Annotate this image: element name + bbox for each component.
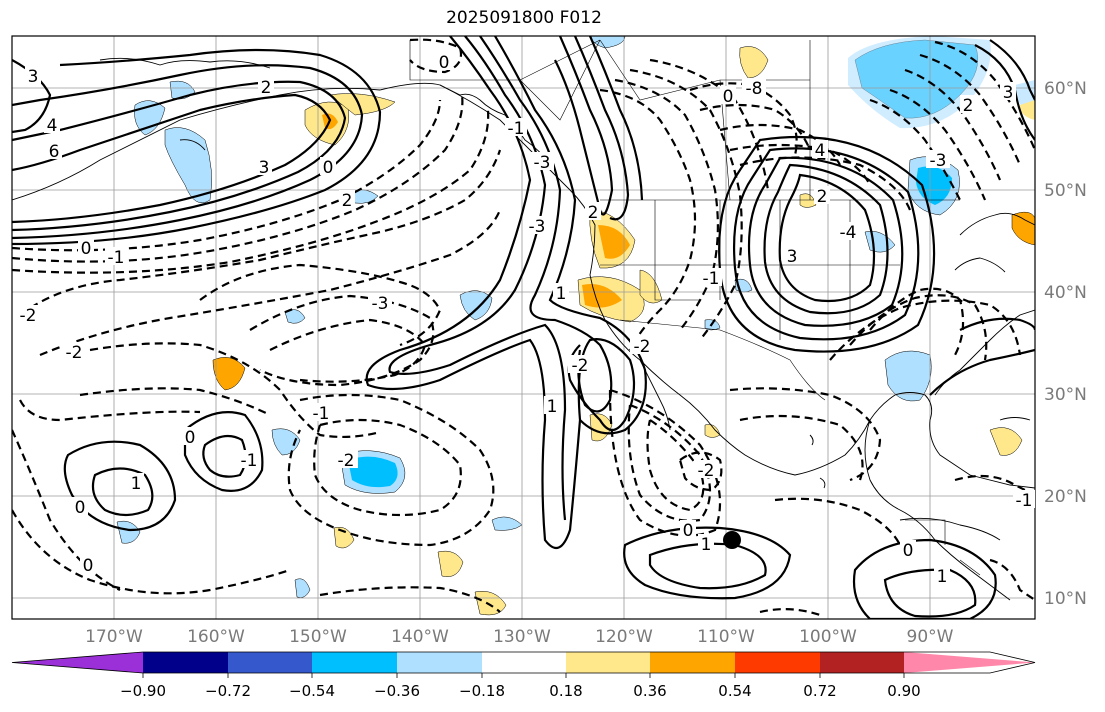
colorbar-tick-label: 0.90 — [887, 682, 920, 700]
colorbar-tick-label: 0.36 — [633, 682, 666, 700]
contour-label: 0 — [323, 158, 334, 178]
colorbar-segment — [143, 652, 228, 673]
lat-label: 30°N — [1044, 385, 1087, 405]
contour-label: 0 — [723, 87, 734, 107]
contour-label: -3 — [372, 294, 389, 314]
contour-label: 2 — [817, 187, 828, 207]
contour-label: 1 — [131, 474, 142, 494]
contour-label: 1 — [556, 284, 567, 304]
colorbar — [11, 651, 1036, 674]
lon-label: 160°W — [187, 627, 245, 647]
contour-label: 0 — [83, 556, 94, 576]
contour-label: 3 — [28, 67, 39, 87]
colorbar-segment — [482, 652, 566, 673]
colorbar-segment — [397, 652, 482, 673]
lat-label: 40°N — [1044, 283, 1087, 303]
colorbar-segment — [820, 652, 904, 673]
contour-label: 3 — [259, 158, 270, 178]
lon-label: 100°W — [799, 627, 857, 647]
colorbar-segment — [650, 652, 735, 673]
lon-label: 110°W — [697, 627, 755, 647]
lat-label: 10°N — [1044, 589, 1087, 609]
colorbar-tick-label: −0.36 — [374, 682, 420, 700]
contour-label: -1 — [108, 248, 125, 268]
contour-label: 2 — [261, 78, 272, 98]
lon-label: 170°W — [85, 627, 143, 647]
lon-label: 130°W — [493, 627, 551, 647]
coastlines — [12, 57, 1035, 601]
contour-label: 0 — [75, 498, 86, 518]
contour-label: 2 — [342, 191, 353, 211]
contour-label: 0 — [439, 53, 450, 73]
colorbar-tick-label: −0.18 — [459, 682, 505, 700]
contour-label: 0 — [185, 428, 196, 448]
contour-labels: 0 2 3 4 6 2 3 0 -1 -2 -3 0 -2 -3 -2 -1 0… — [17, 52, 1035, 587]
lon-label: 90°W — [907, 627, 954, 647]
colorbar-segment — [904, 652, 1035, 673]
contour-label: -2 — [20, 306, 37, 326]
contour-label: -2 — [66, 343, 83, 363]
contour-label: 0 — [81, 239, 92, 259]
lon-label: 120°W — [595, 627, 653, 647]
contour-label: -8 — [746, 79, 763, 99]
lon-label: 150°W — [289, 627, 347, 647]
map-frame — [11, 35, 1036, 620]
colorbar-segment — [312, 652, 397, 673]
contour-label: -2 — [634, 337, 651, 357]
contour-label: 0 — [903, 541, 914, 561]
longitude-labels: 170°W 160°W 150°W 140°W 130°W 120°W 110°… — [85, 627, 954, 647]
contour-label: -1 — [508, 119, 525, 139]
contour-label: 3 — [1003, 83, 1014, 103]
lat-label: 20°N — [1044, 487, 1087, 507]
contour-label: 4 — [47, 116, 58, 136]
lat-label: 50°N — [1044, 181, 1087, 201]
colorbar-tick-label: −0.90 — [120, 682, 166, 700]
colorbar-tick-label: −0.54 — [289, 682, 335, 700]
lon-label: 140°W — [391, 627, 449, 647]
contour-label: 1 — [701, 535, 712, 555]
lat-label: 60°N — [1044, 79, 1087, 99]
contour-label: 2 — [588, 203, 599, 223]
contour-label: -2 — [698, 461, 715, 481]
map-title: 2025091800 F012 — [446, 8, 602, 28]
contour-label: -3 — [529, 217, 546, 237]
contour-label: 4 — [815, 141, 826, 161]
colorbar-tick-label: 0.18 — [549, 682, 582, 700]
contour-label: -2 — [338, 451, 355, 471]
contour-label: 3 — [787, 247, 798, 267]
shaded-anomalies — [116, 36, 1035, 616]
colorbar-segment — [735, 652, 820, 673]
colorbar-tick-label: 0.72 — [803, 682, 836, 700]
colorbar-tick-label: 0.54 — [718, 682, 751, 700]
contour-label: -4 — [840, 223, 857, 243]
colorbar-segment — [228, 652, 312, 673]
contour-label: 0 — [683, 521, 694, 541]
contour-label: -3 — [534, 153, 551, 173]
contour-label: 6 — [49, 142, 60, 162]
contour-label: -1 — [703, 269, 720, 289]
contour-label: 2 — [963, 96, 974, 116]
contour-label: -1 — [1016, 491, 1033, 511]
latitude-labels: 60°N 50°N 40°N 30°N 20°N 10°N — [1044, 79, 1087, 609]
contour-label: 1 — [547, 397, 558, 417]
colorbar-ticks: −0.90 −0.72 −0.54 −0.36 −0.18 0.18 0.36 0.54 0.7… — [120, 673, 921, 700]
contour-label: -2 — [572, 356, 589, 376]
contour-label: -1 — [313, 404, 330, 424]
contour-label: -1 — [241, 451, 258, 471]
colorbar-segment — [566, 652, 650, 673]
colorbar-tick-label: −0.72 — [205, 682, 251, 700]
contour-label: 1 — [937, 567, 948, 587]
station-dot — [723, 531, 741, 549]
colorbar-segment — [12, 652, 143, 673]
contour-label: -3 — [930, 151, 947, 171]
